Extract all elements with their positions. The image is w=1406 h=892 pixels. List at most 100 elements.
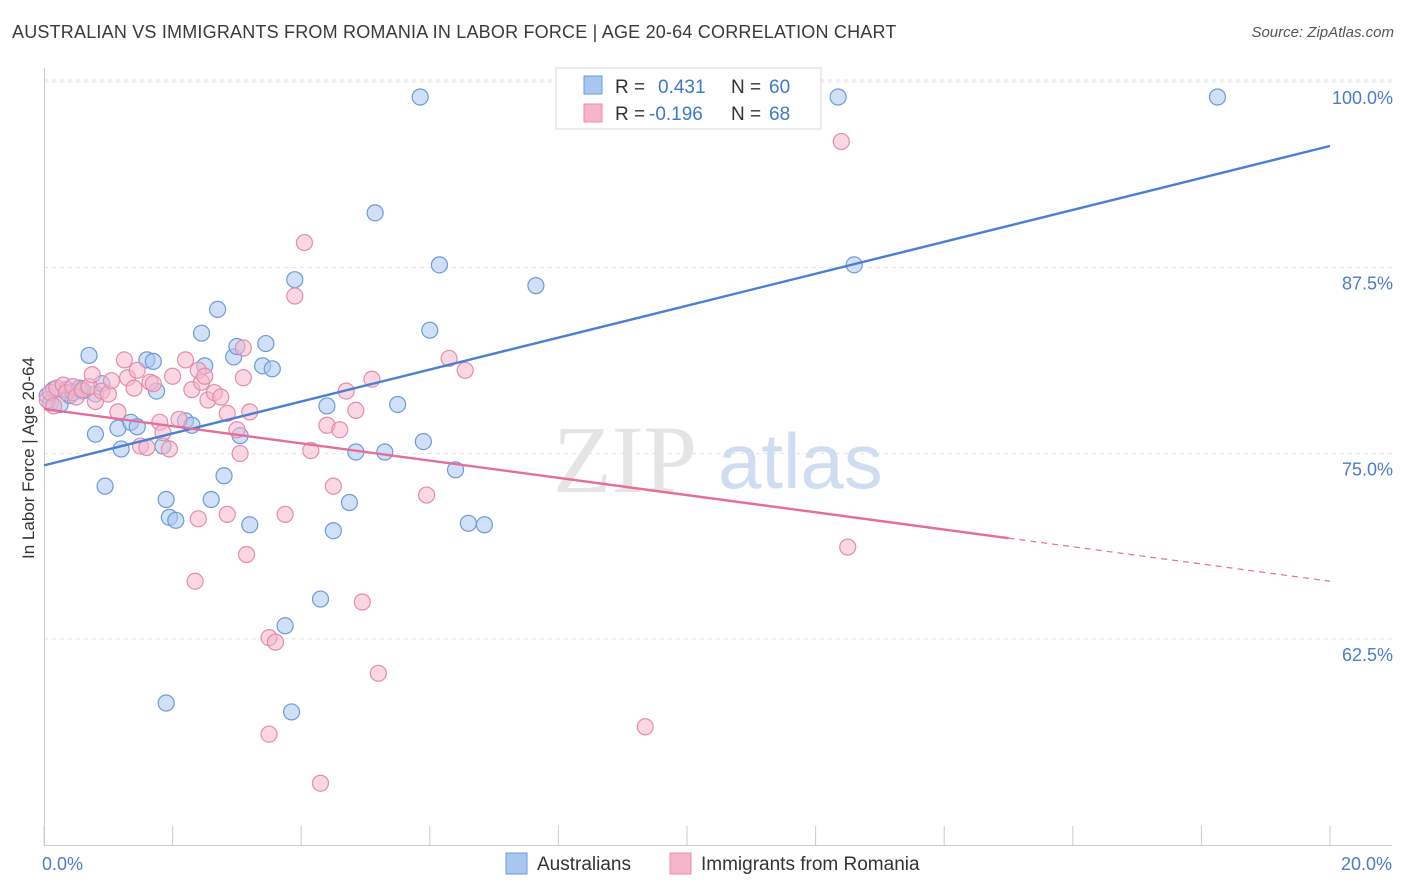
legend-r-label-romania: R = bbox=[615, 104, 645, 125]
romania-point bbox=[311, 774, 330, 792]
romania-point bbox=[189, 510, 207, 528]
romania-point bbox=[231, 444, 249, 463]
australians-point bbox=[366, 204, 384, 222]
romania-point bbox=[115, 351, 133, 369]
australians-point bbox=[318, 397, 336, 415]
romania-point bbox=[196, 367, 214, 385]
australians-point bbox=[340, 493, 359, 512]
australians-point bbox=[311, 590, 330, 608]
romania-point bbox=[218, 505, 236, 523]
australians-point bbox=[459, 514, 477, 532]
australians-point bbox=[157, 694, 175, 712]
y-tick-label: 100.0% bbox=[1332, 88, 1393, 108]
romania-trend-extension bbox=[1008, 537, 1331, 582]
x-tick-label-min: 0.0% bbox=[42, 854, 83, 874]
bottom-legend-swatch-australians bbox=[505, 852, 528, 875]
bottom-legend-label-australians: Australians bbox=[537, 854, 631, 875]
australians-point bbox=[112, 440, 130, 458]
y-axis-tick-labels: 62.5% 75.0% 87.5% 100.0% bbox=[1332, 88, 1393, 665]
correlation-legend: R = 0.431 N = 60 R = -0.196 N = 68 bbox=[555, 67, 822, 130]
romania-point bbox=[186, 572, 204, 590]
legend-r-value-australians: 0.431 bbox=[658, 77, 706, 98]
australians-point bbox=[475, 516, 494, 534]
australians-point bbox=[411, 88, 429, 106]
australians-point bbox=[144, 352, 162, 370]
romania-trend-line bbox=[43, 407, 1009, 540]
legend-n-value-australians: 60 bbox=[769, 77, 790, 98]
australians-point bbox=[389, 395, 407, 414]
australians-point bbox=[209, 300, 227, 319]
legend-swatch-australians bbox=[583, 75, 603, 95]
romania-point bbox=[353, 593, 371, 611]
australians-point bbox=[80, 346, 98, 365]
romania-point bbox=[276, 505, 294, 523]
australians-point bbox=[414, 432, 432, 451]
australians-point bbox=[157, 490, 175, 509]
australians-point bbox=[167, 511, 185, 529]
legend-n-label-australians: N = bbox=[731, 77, 761, 98]
trend-lines bbox=[43, 144, 1331, 582]
y-tick-label: 62.5% bbox=[1342, 645, 1393, 665]
australians-point bbox=[446, 461, 465, 479]
australians-point bbox=[86, 425, 105, 443]
romania-point bbox=[295, 233, 314, 252]
australians-point bbox=[376, 443, 394, 461]
romania-point bbox=[83, 366, 101, 384]
romania-point bbox=[832, 132, 850, 151]
australians-point bbox=[202, 490, 220, 509]
australians-point bbox=[286, 271, 304, 289]
australians-point bbox=[1208, 88, 1227, 106]
australians-point bbox=[215, 467, 233, 485]
australians-point bbox=[527, 277, 545, 295]
y-axis-label: In Labor Force | Age 20-64 bbox=[19, 357, 38, 559]
romania-point bbox=[144, 375, 162, 393]
romania-point bbox=[164, 367, 182, 385]
australians-trend-line bbox=[43, 144, 1331, 467]
series-legend: Australians Immigrants from Romania bbox=[505, 852, 920, 875]
romania-point bbox=[125, 379, 143, 397]
romania-point bbox=[234, 339, 252, 357]
romania-point bbox=[237, 545, 256, 564]
y-tick-label: 75.0% bbox=[1342, 459, 1393, 479]
legend-r-value-romania: -0.196 bbox=[649, 104, 703, 125]
romania-point bbox=[218, 404, 236, 422]
romania-point bbox=[347, 401, 365, 420]
legend-r-label-australians: R = bbox=[615, 77, 645, 98]
bottom-legend-swatch-romania bbox=[669, 852, 692, 875]
australians-point bbox=[324, 522, 342, 540]
romania-points bbox=[38, 132, 857, 792]
legend-swatch-romania bbox=[583, 103, 603, 123]
romania-point bbox=[176, 351, 195, 369]
watermark-zip: ZIP bbox=[553, 406, 697, 513]
romania-point bbox=[234, 369, 252, 387]
romania-point bbox=[369, 664, 387, 682]
romania-point bbox=[102, 372, 121, 390]
watermark-atlas: atlas bbox=[718, 417, 883, 505]
australians-point bbox=[257, 334, 275, 353]
chart-title: AUSTRALIAN VS IMMIGRANTS FROM ROMANIA IN… bbox=[12, 22, 897, 42]
australians-point bbox=[421, 321, 439, 339]
y-tick-label: 87.5% bbox=[1342, 274, 1393, 294]
romania-point bbox=[331, 421, 349, 439]
australians-point bbox=[282, 703, 301, 721]
romania-point bbox=[839, 538, 857, 556]
legend-n-value-romania: 68 bbox=[769, 104, 790, 125]
romania-point bbox=[456, 361, 474, 379]
romania-point bbox=[170, 410, 188, 428]
romania-point bbox=[128, 361, 146, 379]
bottom-legend-label-romania: Immigrants from Romania bbox=[701, 854, 920, 875]
legend-n-label-romania: N = bbox=[731, 104, 761, 125]
australians-point bbox=[96, 477, 114, 495]
australians-point bbox=[829, 88, 847, 106]
australians-point bbox=[276, 617, 294, 635]
romania-point bbox=[324, 477, 342, 495]
axes bbox=[44, 68, 1392, 846]
australians-point bbox=[192, 324, 211, 342]
romania-point bbox=[302, 441, 320, 460]
source-label: Source: ZipAtlas.com bbox=[1251, 24, 1394, 41]
x-tick-label-max: 20.0% bbox=[1341, 854, 1392, 874]
australians-point bbox=[430, 256, 449, 274]
romania-point bbox=[160, 440, 178, 458]
romania-point bbox=[266, 633, 285, 651]
